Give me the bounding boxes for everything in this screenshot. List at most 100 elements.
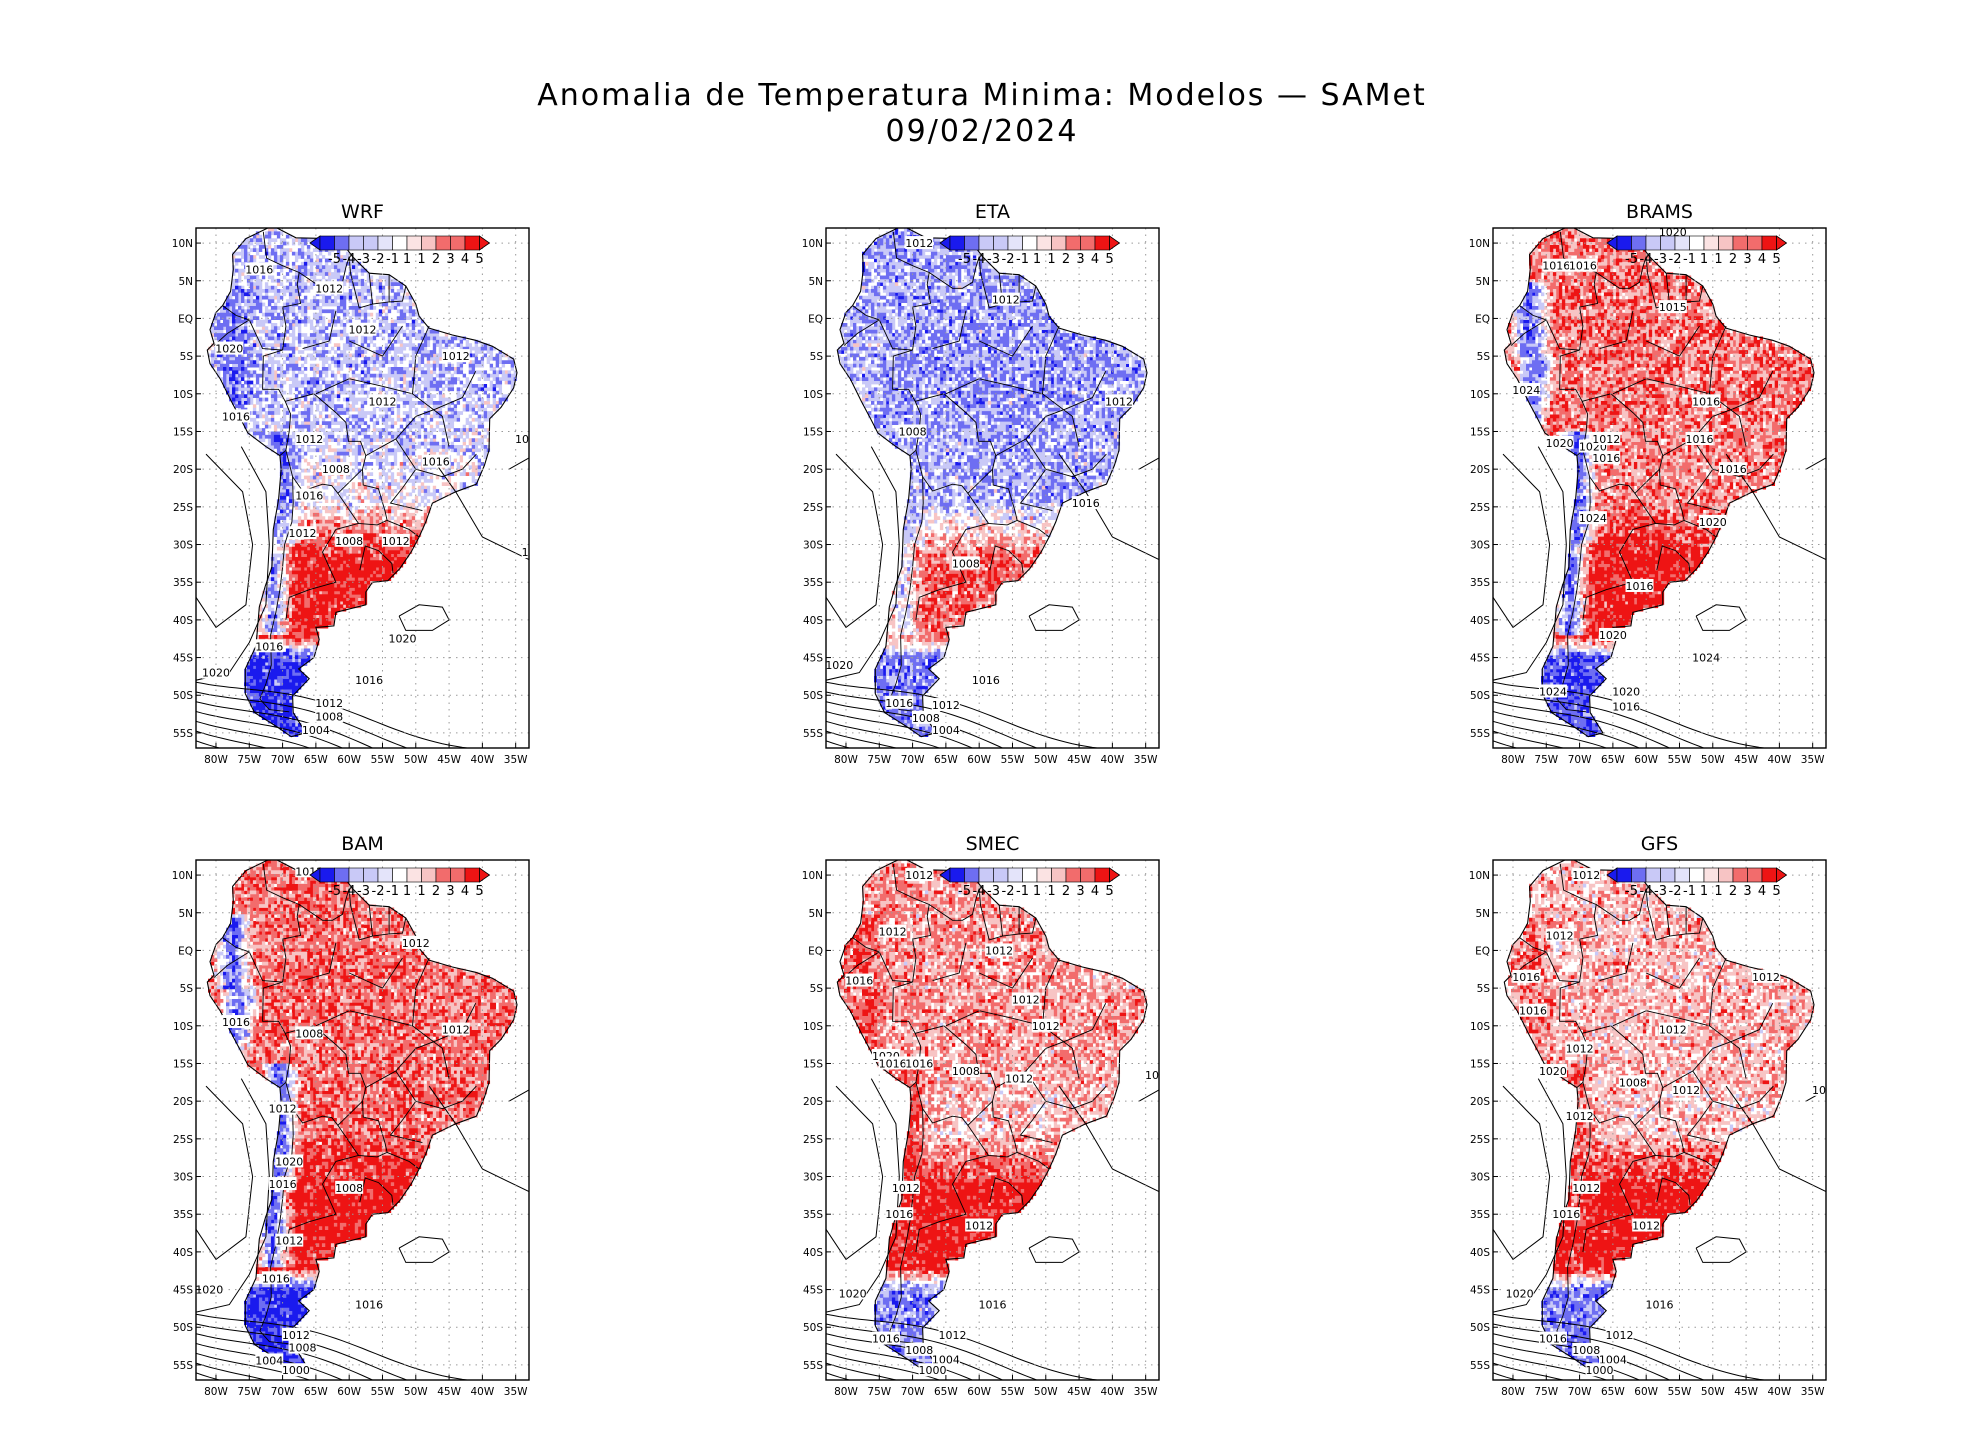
colorbar-swatch bbox=[993, 235, 1009, 251]
isobar-label-bg bbox=[1071, 496, 1100, 510]
colorbar-swatch bbox=[1080, 867, 1096, 883]
colorbar-swatch bbox=[1689, 867, 1705, 883]
isobar-label: 1012 bbox=[1572, 869, 1600, 882]
isobar-label: 1020 bbox=[839, 1287, 867, 1300]
national-border bbox=[1595, 256, 1647, 289]
colorbar-swatch bbox=[1065, 867, 1081, 883]
lat-label: 35S bbox=[173, 1209, 193, 1221]
lon-label: 50W bbox=[404, 754, 428, 766]
panel-title: BAM bbox=[341, 833, 383, 855]
isobar-label-bg bbox=[1031, 1018, 1060, 1032]
isobar-label-bg bbox=[388, 631, 417, 645]
lat-label: 40S bbox=[1470, 1247, 1490, 1259]
isobar-line bbox=[1695, 1236, 1747, 1263]
national-border bbox=[1646, 957, 1700, 989]
colorbar-label: -1 bbox=[386, 252, 399, 267]
colorbar-label: -1 bbox=[1683, 884, 1696, 899]
isobar-line bbox=[1493, 1313, 1768, 1380]
anomaly-field bbox=[208, 228, 518, 727]
isobar-label: 1016 bbox=[1519, 1005, 1547, 1018]
isobar-label: 1008 bbox=[905, 1344, 933, 1357]
colorbar: -5 -4 -3 -2 -1 1 1 2 3 4 5 bbox=[939, 867, 1121, 899]
national-border bbox=[995, 370, 1107, 456]
colorbar-label: -4 bbox=[343, 884, 356, 899]
isobar-label-bg bbox=[255, 639, 284, 653]
lon-label: 50W bbox=[1701, 754, 1725, 766]
isobar-label: 1016 bbox=[845, 975, 873, 988]
isobar-line bbox=[196, 1343, 344, 1380]
isobar-line bbox=[1493, 1362, 1566, 1380]
isobar-label-bg bbox=[441, 1022, 470, 1036]
colorbar-arrow-high bbox=[1776, 867, 1788, 883]
colorbar-swatch bbox=[1761, 235, 1777, 251]
isobar-label-bg bbox=[1572, 1180, 1601, 1194]
isobar-label: 1012 bbox=[295, 433, 323, 446]
lat-label: 20S bbox=[803, 464, 823, 476]
isobar-label: 1012 bbox=[892, 1182, 920, 1195]
isobar-label-bg bbox=[321, 462, 350, 476]
isobar-label: 1012 bbox=[442, 350, 470, 363]
isobar-label-bg bbox=[521, 545, 529, 559]
national-border bbox=[359, 545, 394, 574]
national-border bbox=[843, 319, 880, 346]
lat-label: 45S bbox=[173, 1285, 193, 1297]
lat-label: 15S bbox=[803, 1058, 823, 1070]
isobar-label-bg bbox=[1645, 1297, 1674, 1311]
isobar-label-bg bbox=[931, 722, 960, 736]
isobar-label-bg bbox=[261, 1271, 290, 1285]
national-border bbox=[945, 1010, 1043, 1027]
colorbar-label: 1 bbox=[403, 252, 411, 267]
isobar-label-bg bbox=[1542, 258, 1571, 272]
lat-label: 15S bbox=[173, 426, 193, 438]
isobar-label-bg bbox=[838, 1286, 867, 1300]
national-border bbox=[889, 1108, 924, 1345]
colorbar-label: -4 bbox=[973, 252, 986, 267]
lat-label: 25S bbox=[1470, 502, 1490, 514]
lon-label: 35W bbox=[1801, 754, 1825, 766]
national-border bbox=[262, 863, 302, 983]
panel-title: BRAMS bbox=[1626, 201, 1693, 223]
lon-label: 70W bbox=[1568, 1386, 1592, 1398]
isobar-label: 1016 bbox=[1145, 1069, 1173, 1082]
lat-label: 50S bbox=[1470, 690, 1490, 702]
national-border bbox=[843, 951, 880, 978]
colorbar-swatch bbox=[1718, 235, 1734, 251]
lat-label: 5N bbox=[1475, 908, 1490, 920]
lon-label: 55W bbox=[1668, 754, 1692, 766]
isobar-label: 1000 bbox=[282, 1364, 310, 1377]
isobar-label: 1020 bbox=[1539, 1065, 1567, 1078]
lat-label: 20S bbox=[1470, 464, 1490, 476]
national-border bbox=[302, 310, 337, 350]
isobar-label: 1016 bbox=[1646, 1299, 1674, 1312]
isobar-label-bg bbox=[315, 709, 344, 723]
national-border bbox=[1510, 319, 1547, 346]
isobar-label-bg bbox=[1512, 969, 1541, 983]
colorbar-swatch bbox=[1022, 867, 1038, 883]
lon-label: 45W bbox=[437, 1386, 461, 1398]
isobar-label: 1012 bbox=[1572, 1182, 1600, 1195]
lat-label: 10N bbox=[172, 870, 193, 882]
national-border bbox=[1686, 285, 1704, 303]
map-content: 1012 1012 1012 1016 1012 1012 1012 1016 1020 1016… bbox=[826, 860, 1173, 1380]
isobar-line bbox=[508, 1089, 529, 1102]
anomaly-field bbox=[1517, 285, 1608, 738]
national-border bbox=[348, 256, 373, 309]
national-border bbox=[1556, 1108, 1591, 1345]
isobar-line bbox=[1493, 1078, 1567, 1313]
isobar-label: 1008 bbox=[322, 463, 350, 476]
lat-label: 5N bbox=[178, 908, 193, 920]
isobar-label: 1012 bbox=[1012, 993, 1040, 1006]
national-border bbox=[349, 957, 403, 989]
lat-label: 30S bbox=[1470, 1172, 1490, 1184]
national-border bbox=[1019, 468, 1053, 512]
national-border bbox=[389, 1100, 423, 1144]
isobar-line bbox=[196, 1362, 269, 1380]
lat-label: 30S bbox=[173, 1172, 193, 1184]
isobar-label: 1016 bbox=[1569, 260, 1597, 273]
colorbar-swatch bbox=[377, 867, 393, 883]
lon-label: 35W bbox=[1134, 1386, 1158, 1398]
colorbar-swatch bbox=[1674, 867, 1690, 883]
colorbar-swatch bbox=[993, 867, 1009, 883]
national-border bbox=[285, 1154, 359, 1252]
lat-label: 45S bbox=[1470, 653, 1490, 665]
